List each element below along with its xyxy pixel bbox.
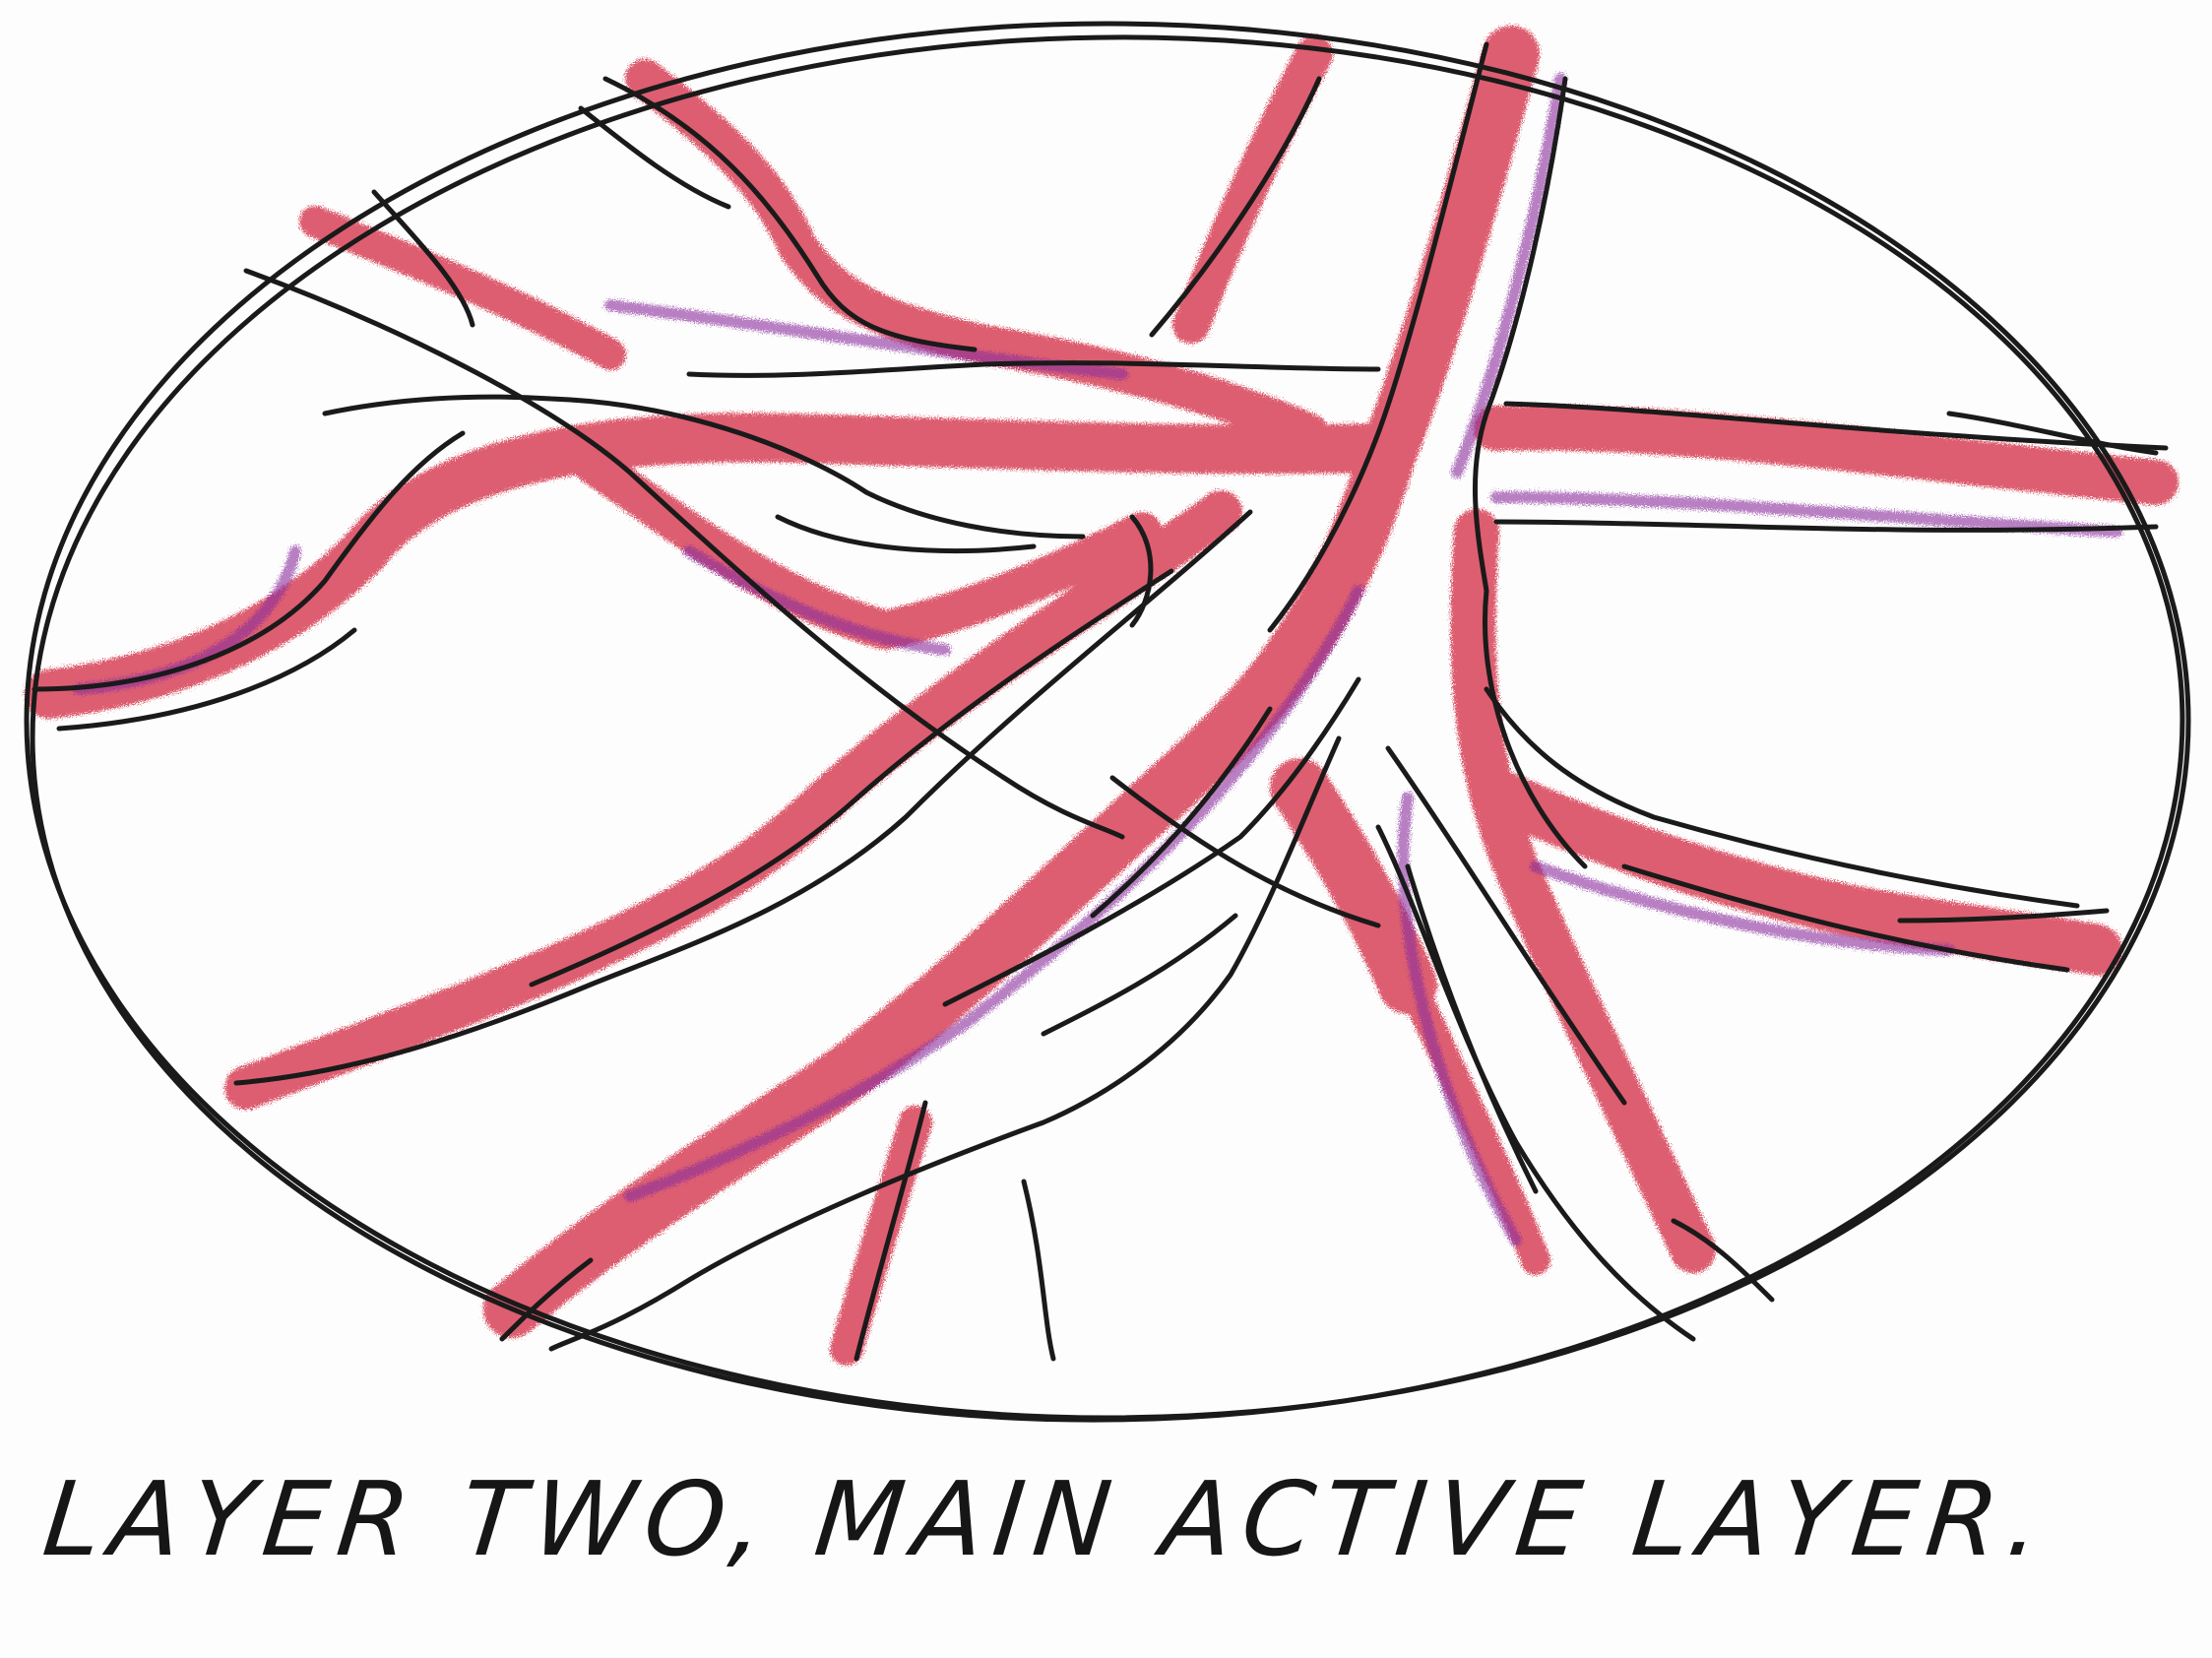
ink-outlines xyxy=(24,21,2191,1423)
vessel-lower-right xyxy=(1481,772,2122,976)
vessel-right-horizontal xyxy=(1474,405,2179,505)
vessel-mid-loop xyxy=(571,443,1162,650)
sketch-caption: LAYER TWO, MAIN ACTIVE LAYER. xyxy=(37,1459,2057,1579)
vessel-bottom-center xyxy=(830,1106,932,1366)
vessel-upper-left-branch xyxy=(625,59,1329,453)
vessel-right-descending xyxy=(1450,509,1716,1273)
vessel-lower-left-branch xyxy=(224,490,1242,1110)
frame-ellipse-inner xyxy=(30,34,2185,1423)
vessel-left-diagonal xyxy=(299,206,626,370)
vessel-top-center-branch xyxy=(1172,35,1333,344)
vessel-main-trunk xyxy=(483,26,1540,1338)
red-vessel-shading xyxy=(25,26,2179,1366)
